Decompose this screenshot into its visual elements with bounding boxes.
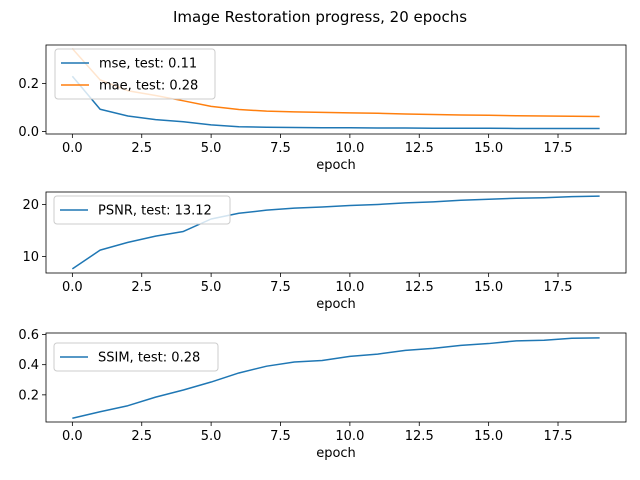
x-tick-label: 10.0: [335, 141, 364, 156]
legend: PSNR, test: 13.12: [53, 195, 231, 225]
x-tick-label: 7.5: [270, 141, 291, 156]
x-tick-label: 12.5: [405, 280, 434, 295]
x-tick-label: 2.5: [131, 280, 152, 295]
x-tick-label: 15.0: [474, 141, 503, 156]
x-tick-label: 0.0: [62, 141, 83, 156]
y-tick-label: 0.4: [18, 358, 39, 373]
legend-box: [53, 342, 219, 372]
y-tick-label: 0.2: [18, 77, 39, 92]
y-tick-label: 10: [22, 250, 39, 265]
subplot-2: 0.0 2.5 5.0 7.5 10.0 12.5 15.0 17.5 10 20 epoch PSN…: [22, 191, 627, 312]
x-tick-label: 5.0: [201, 280, 222, 295]
y-tick-label: 0.2: [18, 388, 39, 403]
legend-label: mse, test: 0.11: [99, 57, 197, 72]
y-tick-label: 0.0: [18, 125, 39, 140]
x-tick-label: 10.0: [335, 429, 364, 444]
legend: mse, test: 0.11 mae, test: 0.28: [54, 48, 216, 100]
axes-frame: [45, 332, 627, 423]
x-tick-label: 10.0: [335, 280, 364, 295]
y-tick-label: 0.6: [18, 328, 39, 343]
x-tick-label: 15.0: [474, 429, 503, 444]
series-line-1: [72, 337, 600, 419]
legend-label: SSIM, test: 0.28: [98, 351, 200, 366]
x-tick-label: 2.5: [131, 429, 152, 444]
x-tick-label: 5.0: [201, 429, 222, 444]
x-tick-label: 17.5: [544, 280, 573, 295]
subplot-1: 0.0 2.5 5.0 7.5 10.0 12.5 15.0 17.5 0.0 0.2 epoch m…: [18, 44, 627, 173]
subplot-3: 0.0 2.5 5.0 7.5 10.0 12.5 15.0 17.5 0.2 0.4 0.6 epo…: [18, 328, 627, 461]
x-axis-label: epoch: [316, 158, 356, 173]
x-tick-label: 12.5: [405, 429, 434, 444]
legend-box: [53, 195, 231, 225]
y-tick-label: 20: [22, 198, 39, 213]
x-tick-label: 2.5: [131, 141, 152, 156]
series-line-1: [71, 195, 600, 270]
x-tick-label: 12.5: [405, 141, 434, 156]
x-axis-label: epoch: [316, 446, 356, 461]
x-tick-label: 0.0: [62, 280, 83, 295]
x-tick-label: 15.0: [474, 280, 503, 295]
x-tick-label: 0.0: [62, 429, 83, 444]
axes-frame: [45, 44, 627, 135]
x-axis-label: epoch: [316, 297, 356, 312]
x-tick-label: 5.0: [201, 141, 222, 156]
legend: SSIM, test: 0.28: [53, 342, 219, 372]
legend-box: [54, 48, 216, 100]
x-tick-label: 7.5: [270, 429, 291, 444]
x-tick-label: 17.5: [544, 429, 573, 444]
legend-label: mae, test: 0.28: [99, 79, 198, 94]
legend-label: PSNR, test: 13.12: [98, 204, 212, 219]
x-tick-label: 7.5: [270, 280, 291, 295]
axes-frame: [45, 191, 627, 274]
series-line-1: [71, 75, 600, 130]
x-tick-label: 17.5: [544, 141, 573, 156]
figure-title: Image Restoration progress, 20 epochs: [173, 8, 467, 26]
